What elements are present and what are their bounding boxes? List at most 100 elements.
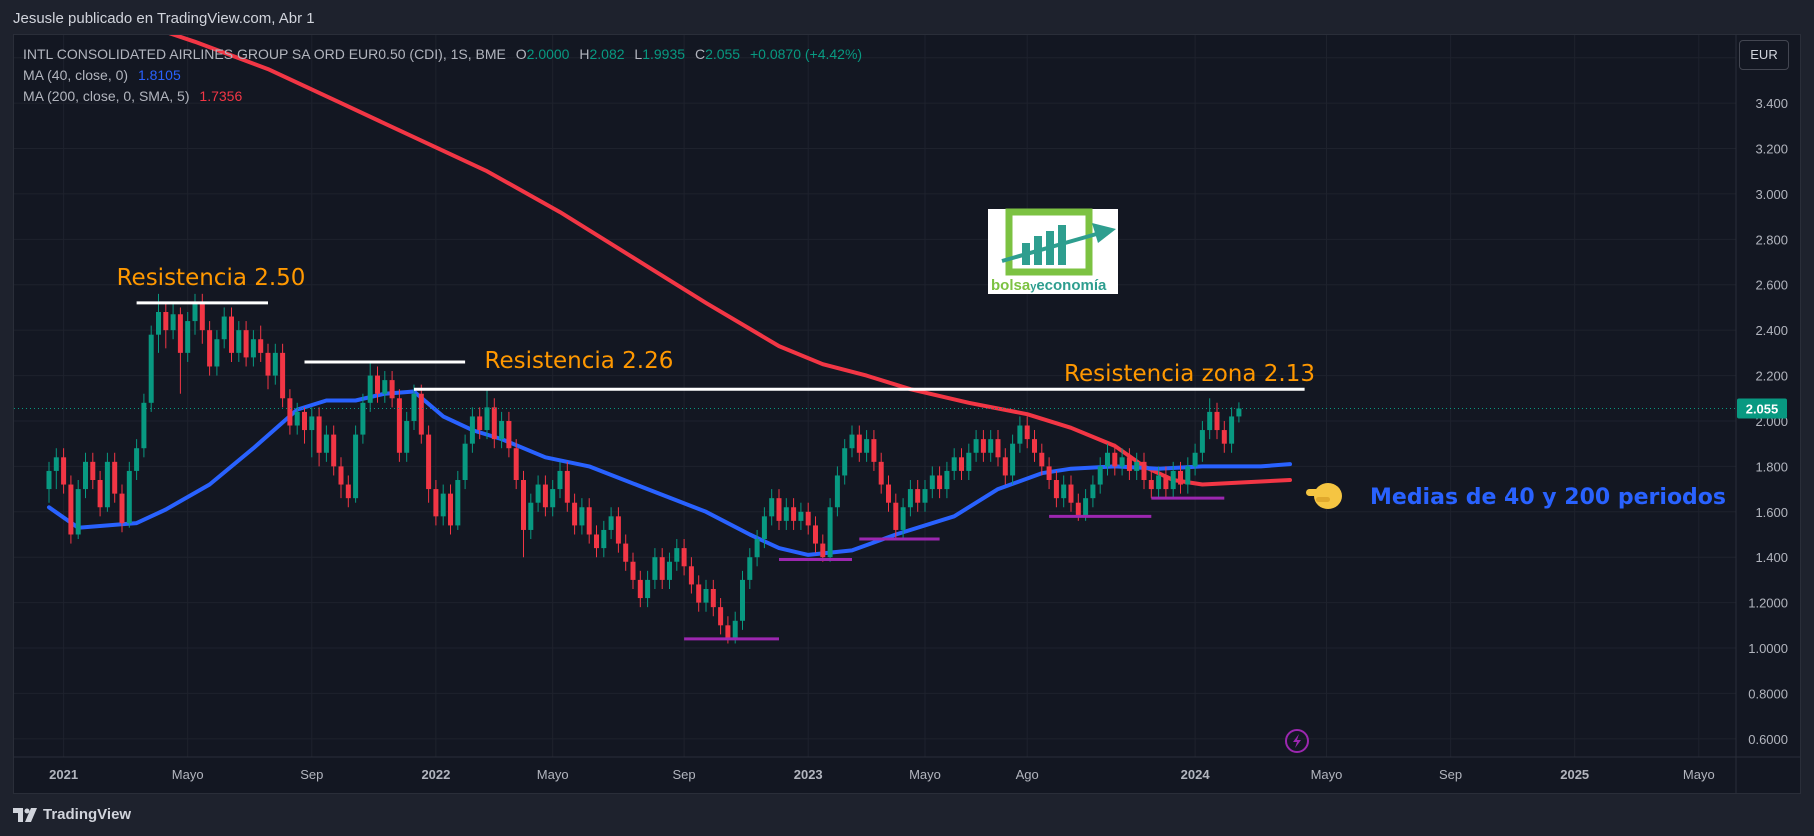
x-tick-label: Sep xyxy=(673,767,696,782)
candle-body xyxy=(469,416,475,444)
candle-body xyxy=(411,393,417,421)
candle-body xyxy=(842,448,848,476)
logo-frame xyxy=(1005,208,1093,276)
candle-body xyxy=(156,311,161,335)
candle-body xyxy=(813,525,818,544)
candles-layer xyxy=(46,293,1242,644)
ma40-layer xyxy=(47,389,1292,557)
close-label: C xyxy=(694,46,706,62)
candle-body xyxy=(871,439,877,462)
candle-body xyxy=(68,484,74,535)
candle-body xyxy=(1221,430,1227,444)
candle-body xyxy=(718,607,724,626)
y-tick-label: 1.600 xyxy=(1755,505,1788,520)
candle-body xyxy=(499,420,505,440)
candle-body xyxy=(433,489,439,517)
candle-body xyxy=(1192,452,1198,467)
bolsa-y-economia-logo: bolsayeconomía xyxy=(988,208,1118,294)
low-label: L xyxy=(634,46,643,62)
candle-body xyxy=(506,420,512,449)
candle-body xyxy=(659,557,665,580)
candle-body xyxy=(360,402,366,435)
candle-body xyxy=(229,316,234,353)
ma200-label: MA (200, close, 0, SMA, 5) xyxy=(23,88,190,104)
candle-body xyxy=(1156,475,1162,490)
candle-body xyxy=(448,493,453,526)
candle-body xyxy=(856,434,862,453)
candle-body xyxy=(258,339,264,353)
candle-body xyxy=(61,457,67,485)
high-label: H xyxy=(579,46,590,62)
candle-body xyxy=(1083,498,1089,517)
candle-body xyxy=(1199,430,1205,453)
candle-body xyxy=(754,539,760,558)
candle-body xyxy=(1061,484,1067,499)
candle-body xyxy=(1126,457,1132,471)
open-value: 2.0000 xyxy=(526,46,570,62)
candle-body xyxy=(243,330,249,358)
candle-body xyxy=(783,507,789,521)
candle-body xyxy=(1229,416,1235,444)
candle-body xyxy=(389,380,395,399)
candle-body xyxy=(1039,452,1045,467)
x-tick-label: 2024 xyxy=(1181,767,1211,782)
candle-body xyxy=(703,588,709,603)
candle-body xyxy=(944,470,950,490)
high-value: 2.082 xyxy=(589,46,625,62)
x-tick-label: Sep xyxy=(300,767,323,782)
candle-body xyxy=(929,475,935,490)
y-tick-label: 2.400 xyxy=(1755,323,1788,338)
candle-body xyxy=(375,375,380,394)
candle-body xyxy=(236,330,242,353)
candle-body xyxy=(331,434,337,467)
candle-body xyxy=(250,339,256,358)
pointing-hand-icon xyxy=(1306,483,1342,509)
arrow-icon xyxy=(1001,231,1101,263)
candle-body xyxy=(141,402,147,449)
currency-button[interactable]: EUR xyxy=(1739,40,1789,70)
candle-body xyxy=(988,439,994,453)
x-tick-label: 2025 xyxy=(1560,767,1589,782)
candle-body xyxy=(309,416,315,431)
candle-body xyxy=(1119,457,1125,467)
lightning-icon[interactable] xyxy=(1285,729,1309,753)
candle-body xyxy=(134,448,140,471)
candle-body xyxy=(681,548,687,567)
tradingview-brand-text: TradingView xyxy=(43,806,132,823)
candle-body xyxy=(608,516,614,530)
candle-body xyxy=(864,439,870,453)
last-price-tag[interactable] xyxy=(1737,398,1787,419)
chart-panel[interactable]: Resistencia 2.50 Resistencia 2.26 Resisten… xyxy=(13,34,1801,794)
ma200-line xyxy=(168,35,1292,487)
y-axis[interactable]: 3.6003.4003.2003.0002.8002.6002.4002.200… xyxy=(14,35,1788,793)
price-chart[interactable]: Resistencia 2.50 Resistencia 2.26 Resisten… xyxy=(14,35,1800,793)
x-tick-label: Mayo xyxy=(537,767,569,782)
candle-body xyxy=(214,339,220,367)
candle-body xyxy=(959,457,964,471)
resistance-label: Resistencia 2.50 xyxy=(117,265,306,291)
candle-body xyxy=(1112,452,1118,467)
candle-body xyxy=(221,316,227,340)
y-tick-label: 1.400 xyxy=(1755,550,1788,565)
candle-body xyxy=(893,502,899,530)
candle-body xyxy=(1178,470,1183,485)
candle-body xyxy=(323,434,329,453)
candle-body xyxy=(1068,484,1074,503)
y-tick-label: 3.400 xyxy=(1755,96,1788,111)
ma40-value: 1.8105 xyxy=(137,67,181,83)
candle-body xyxy=(491,407,497,440)
hand-fold xyxy=(1316,497,1330,502)
candle-body xyxy=(820,543,826,558)
y-tick-label: 2.600 xyxy=(1755,278,1788,293)
candle-body xyxy=(90,461,96,481)
candle-body xyxy=(119,493,125,524)
x-tick-label: Mayo xyxy=(1683,767,1715,782)
candle-body xyxy=(177,314,183,353)
candle-body xyxy=(615,516,621,544)
candle-body xyxy=(951,457,957,471)
tradingview-brand[interactable]: TradingView xyxy=(13,806,131,823)
candle-body xyxy=(550,489,556,508)
x-axis[interactable]: 2021 Mayo Sep 2022 Mayo Sep 2023 Mayo Ago 2024 May… xyxy=(14,729,1800,782)
candle-body xyxy=(995,439,1001,458)
ma200-value: 1.7356 xyxy=(199,88,243,104)
